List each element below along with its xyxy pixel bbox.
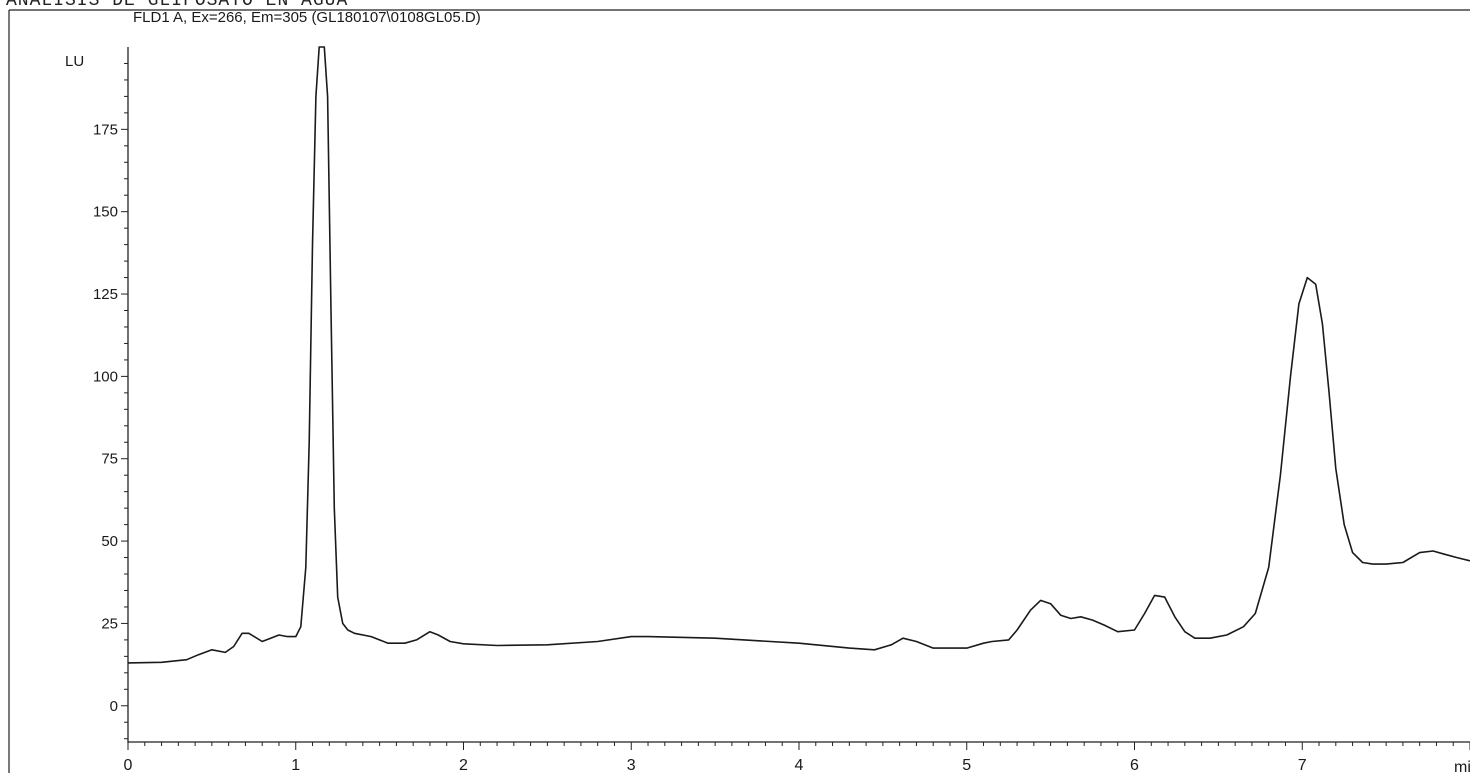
x-tick-label: 7 [1298, 757, 1307, 773]
x-tick-label: 5 [962, 757, 971, 773]
chart-title: FLD1 A, Ex=266, Em=305 (GL180107\0108GL0… [133, 9, 481, 26]
x-tick-label: 1 [291, 757, 300, 773]
axes [127, 47, 1470, 743]
page-heading: ANALISIS DE GLIFOSATO EN AGUA [6, 0, 349, 11]
series-group [127, 46, 1470, 664]
x-ticks: 0 1 2 3 4 5 6 7 [124, 742, 1470, 773]
x-tick-label: 4 [795, 757, 804, 773]
x-tick-label: 0 [124, 757, 133, 773]
x-axis-label: min [1454, 759, 1470, 773]
y-tick-label: 100 [93, 368, 118, 385]
y-ticks: 0 25 50 75 100 125 150 175 [93, 62, 128, 740]
x-tick-label: 6 [1130, 757, 1139, 773]
y-tick-label: 25 [101, 615, 118, 632]
y-tick-label: 0 [110, 698, 118, 715]
x-tick-label: 2 [459, 757, 468, 773]
y-tick-label: 150 [93, 204, 118, 221]
y-axis-label: LU [65, 53, 84, 70]
y-tick-label: 125 [93, 286, 118, 303]
y-tick-label: 175 [93, 121, 118, 138]
y-tick-label: 50 [101, 533, 118, 550]
y-tick-label: 75 [101, 451, 118, 468]
chromatogram-trace [127, 46, 1470, 664]
x-tick-label: 3 [627, 757, 636, 773]
